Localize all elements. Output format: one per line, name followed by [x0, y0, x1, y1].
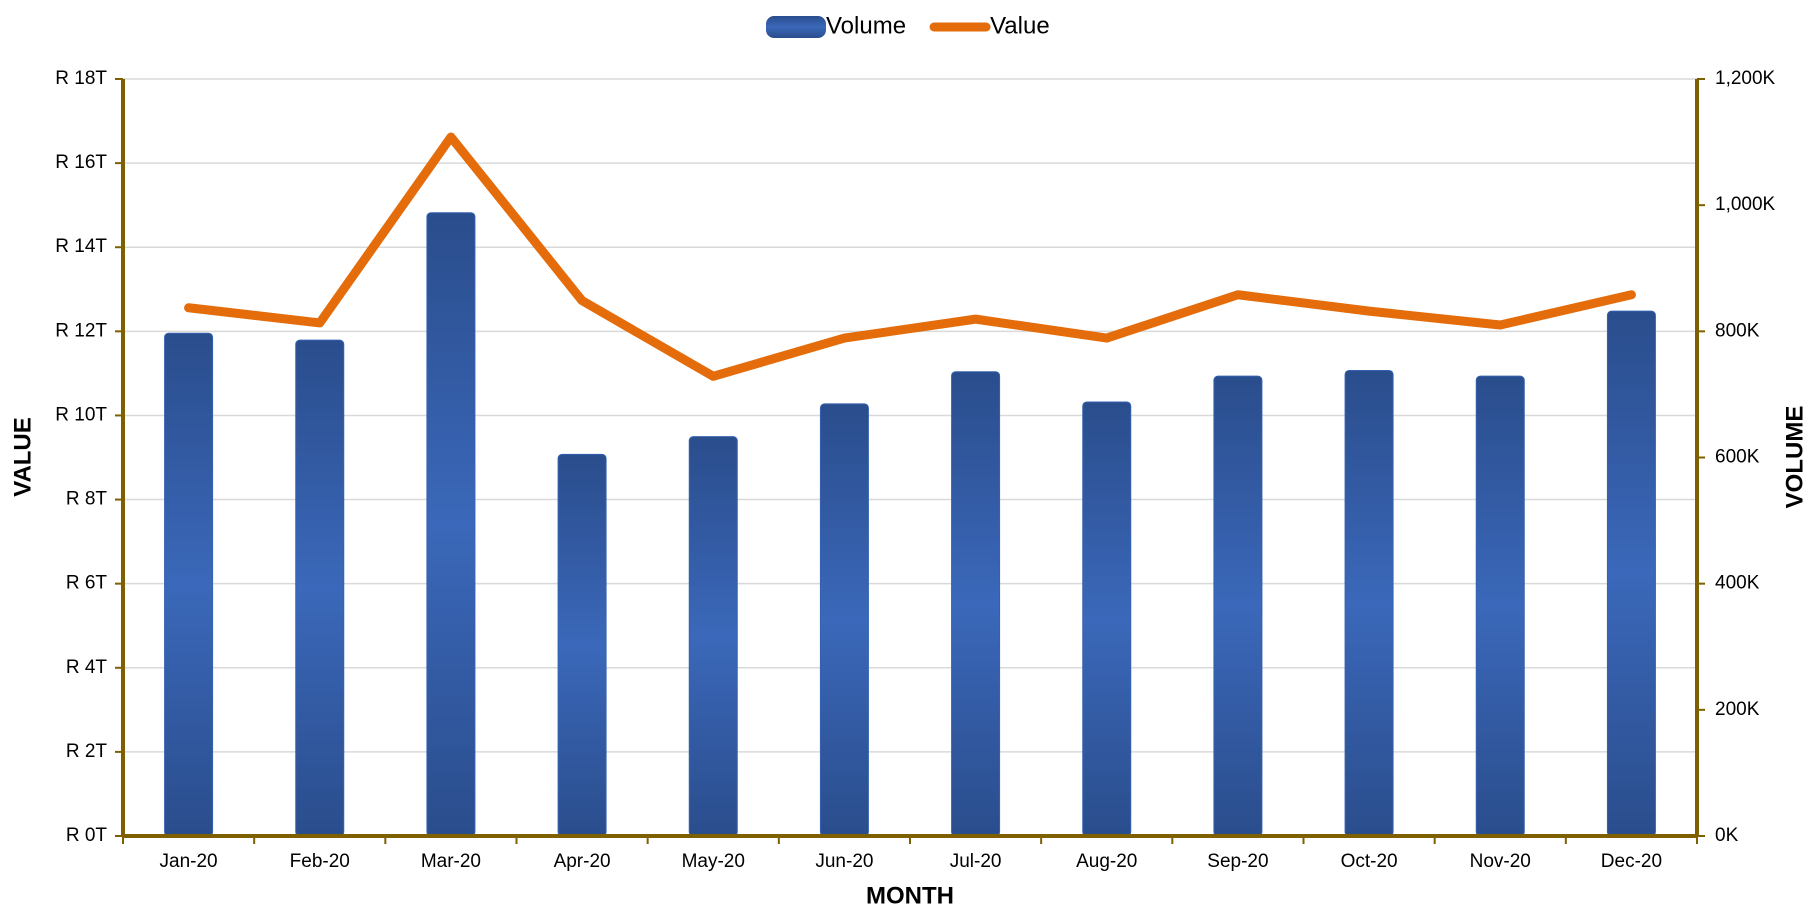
- y2-axis-title: VOLUME: [1781, 406, 1808, 509]
- bar: [1344, 369, 1394, 837]
- legend-label: Value: [990, 12, 1050, 39]
- x-tick-label: Nov-20: [1470, 851, 1531, 872]
- x-tick-label: Apr-20: [554, 851, 611, 872]
- y-tick-label: R 10T: [55, 404, 107, 425]
- y2-tick-label: 1,000K: [1715, 194, 1776, 215]
- y-tick-label: R 18T: [55, 68, 107, 89]
- x-tick-label: Feb-20: [290, 851, 350, 872]
- bar: [1606, 310, 1656, 837]
- y-tick-label: R 12T: [55, 320, 107, 341]
- bar: [819, 403, 869, 837]
- y2-tick-label: 0K: [1715, 825, 1739, 846]
- bar: [688, 436, 738, 837]
- y-tick-label: R 6T: [66, 573, 108, 594]
- y-tick-label: R 16T: [55, 152, 107, 173]
- bar: [1213, 375, 1263, 837]
- y-tick-label: R 14T: [55, 236, 107, 257]
- x-axis-title: MONTH: [866, 882, 954, 909]
- x-tick-label: Aug-20: [1076, 851, 1137, 872]
- bar: [164, 332, 214, 837]
- bar: [557, 453, 607, 837]
- x-tick-label: Jul-20: [950, 851, 1002, 872]
- bar: [1082, 401, 1132, 837]
- y-tick-label: R 4T: [66, 657, 108, 678]
- bar: [1475, 375, 1525, 837]
- x-tick-label: Mar-20: [421, 851, 481, 872]
- x-tick-label: Oct-20: [1341, 851, 1398, 872]
- bar: [426, 212, 476, 837]
- bar: [295, 339, 345, 837]
- y2-tick-label: 400K: [1715, 573, 1760, 594]
- value-line: [184, 132, 1636, 381]
- x-tick-label: Jun-20: [815, 851, 873, 872]
- y-axis-title: VALUE: [9, 417, 36, 497]
- y2-tick-label: 1,200K: [1715, 68, 1776, 89]
- legend-label: Volume: [826, 12, 906, 39]
- y-tick-label: R 8T: [66, 489, 108, 510]
- bar: [951, 371, 1001, 837]
- x-tick-label: Sep-20: [1207, 851, 1268, 872]
- y2-tick-label: 200K: [1715, 699, 1760, 720]
- x-tick-label: Dec-20: [1601, 851, 1662, 872]
- x-tick-label: May-20: [682, 851, 745, 872]
- y-tick-label: R 0T: [66, 825, 108, 846]
- y2-tick-label: 800K: [1715, 320, 1760, 341]
- x-tick-label: Jan-20: [160, 851, 218, 872]
- y-tick-label: R 2T: [66, 741, 108, 762]
- y2-tick-label: 600K: [1715, 447, 1760, 468]
- legend-swatch: [766, 16, 826, 38]
